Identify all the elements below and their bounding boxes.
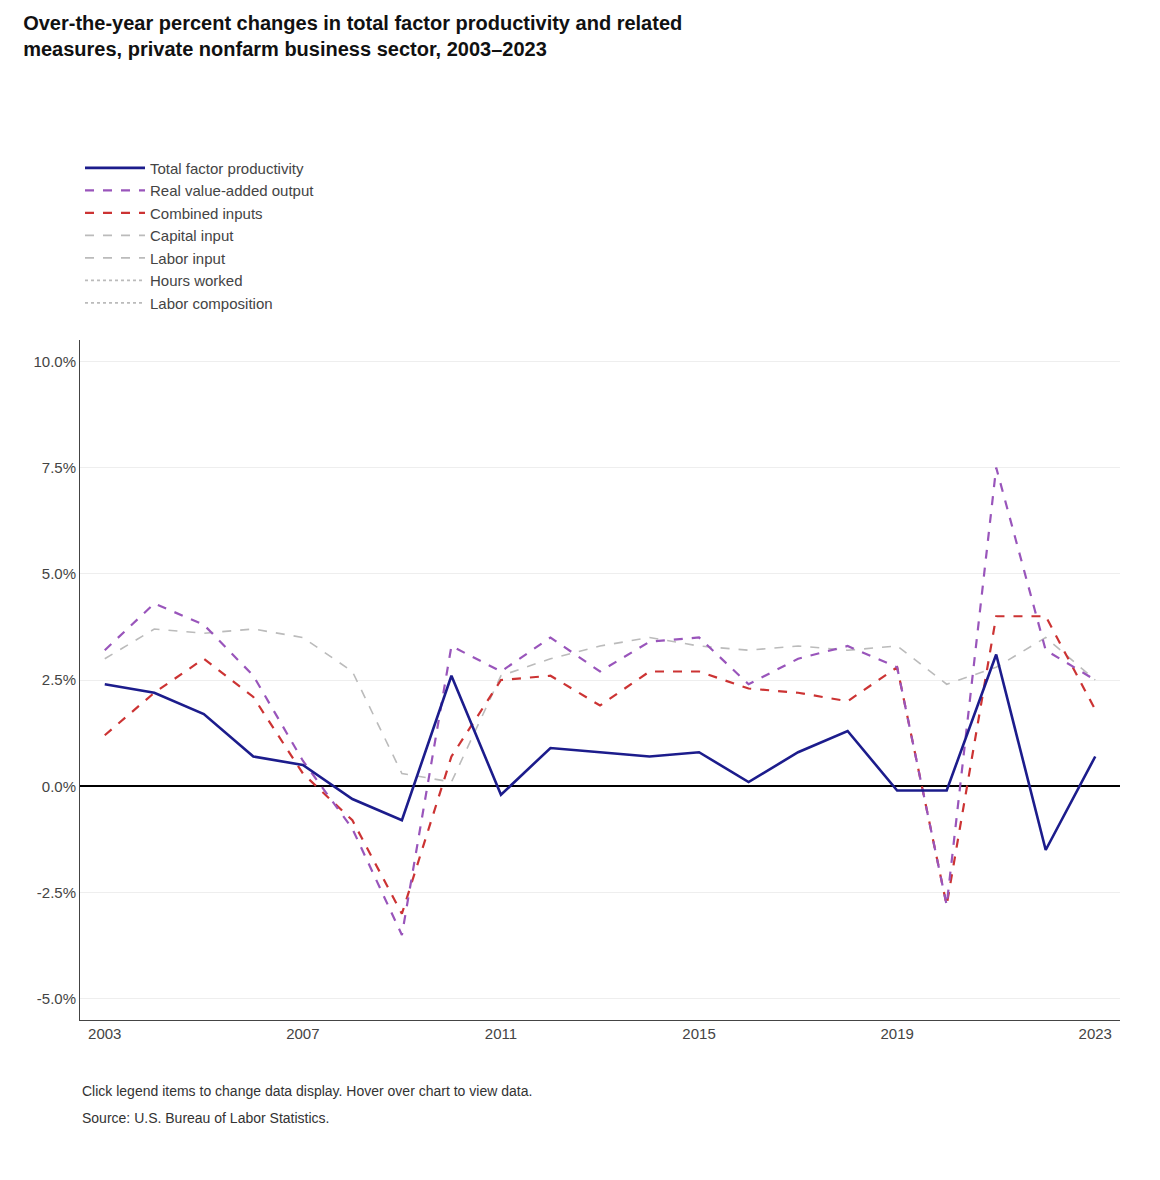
svg-text:-5.0%: -5.0% [37, 990, 76, 1007]
svg-text:Combined inputs: Combined inputs [150, 205, 263, 222]
svg-text:Hours worked: Hours worked [150, 272, 243, 289]
svg-text:Click legend items to change d: Click legend items to change data displa… [82, 1083, 532, 1099]
svg-text:2019: 2019 [880, 1025, 913, 1042]
svg-text:2003: 2003 [88, 1025, 121, 1042]
svg-text:Real value-added output: Real value-added output [150, 182, 314, 199]
svg-text:Labor input: Labor input [150, 250, 226, 267]
svg-text:2011: 2011 [485, 1025, 517, 1042]
svg-text:Labor composition: Labor composition [150, 295, 273, 312]
svg-text:Source: U.S. Bureau of Labor S: Source: U.S. Bureau of Labor Statistics. [82, 1110, 329, 1126]
svg-text:Over-the-year percent changes: Over-the-year percent changes in total f… [23, 12, 682, 60]
svg-text:-2.5%: -2.5% [37, 884, 76, 901]
svg-text:Total factor productivity: Total factor productivity [150, 160, 304, 177]
svg-text:10.0%: 10.0% [33, 353, 76, 370]
svg-text:5.0%: 5.0% [42, 565, 76, 582]
svg-text:2007: 2007 [286, 1025, 319, 1042]
svg-text:7.5%: 7.5% [42, 459, 76, 476]
svg-text:2.5%: 2.5% [42, 671, 76, 688]
svg-text:2015: 2015 [682, 1025, 715, 1042]
svg-text:Capital input: Capital input [150, 227, 234, 244]
svg-text:2023: 2023 [1079, 1025, 1112, 1042]
svg-text:0.0%: 0.0% [42, 778, 76, 795]
